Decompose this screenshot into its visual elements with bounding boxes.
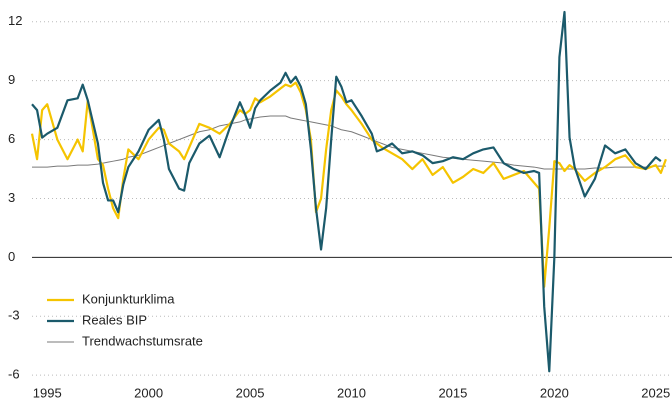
legend-label: Reales BIP bbox=[82, 312, 147, 327]
series-line bbox=[31, 10, 662, 373]
x-tick-label: 2010 bbox=[337, 385, 366, 400]
x-tick-label: 1995 bbox=[33, 385, 62, 400]
series-line bbox=[30, 81, 667, 288]
x-tick-label: 2020 bbox=[540, 385, 569, 400]
x-tick-label: 2015 bbox=[438, 385, 467, 400]
y-tick-label: -3 bbox=[8, 308, 20, 323]
y-tick-label: -6 bbox=[8, 367, 20, 382]
y-tick-label: 3 bbox=[8, 190, 15, 205]
y-tick-label: 0 bbox=[8, 249, 15, 264]
legend-label: Konjunkturklima bbox=[82, 291, 175, 306]
x-tick-label: 2005 bbox=[236, 385, 265, 400]
x-tick-label: 2000 bbox=[134, 385, 163, 400]
legend-label: Trendwachstumsrate bbox=[82, 333, 203, 348]
y-tick-label: 9 bbox=[8, 72, 15, 87]
x-tick-label: 2025 bbox=[641, 385, 670, 400]
y-tick-label: 12 bbox=[8, 13, 22, 28]
y-tick-label: 6 bbox=[8, 131, 15, 146]
